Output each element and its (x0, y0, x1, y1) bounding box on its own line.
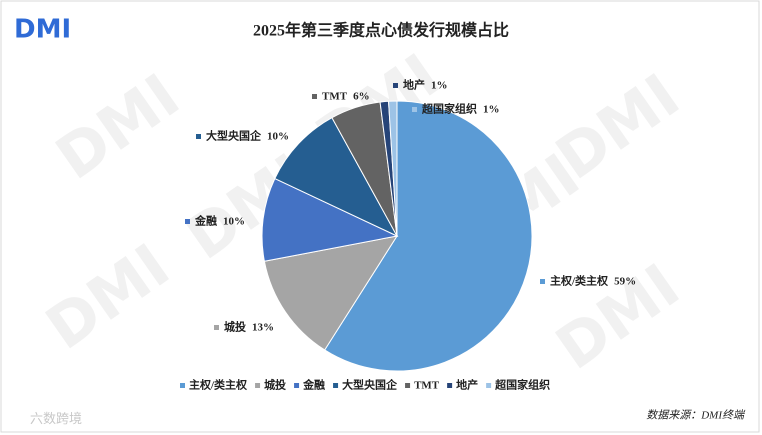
data-label-name: 主权/类主权 (550, 274, 609, 288)
data-label: 10% (267, 131, 289, 143)
legend-label: 大型央国企 (342, 378, 398, 392)
legend-swatch (255, 383, 261, 388)
legend-swatch (294, 383, 300, 388)
data-label-name: TMT (322, 91, 348, 103)
legend-swatch (333, 383, 339, 388)
pie-slice (323, 100, 533, 372)
label-marker (393, 83, 398, 88)
data-label: 10% (223, 216, 245, 228)
pie-slice (263, 235, 399, 351)
legend: 主权/类主权 城投 金融 大型央国企 TMT 地产 超国家组织 (180, 378, 550, 392)
label-marker (185, 219, 190, 224)
data-label-name: 金融 (194, 214, 217, 228)
legend-label: TMT (414, 380, 440, 392)
legend-swatch (405, 383, 411, 388)
brand-watermark: 六数跨境 (30, 411, 82, 426)
legend-swatch (447, 383, 453, 388)
legend-label: 超国家组织 (494, 378, 550, 392)
data-labels: 主权/类主权 59% 城投 13% 金融 10% 大型央国企 10% TMT 6% 地产 1% 超国家组… (185, 78, 636, 334)
data-label: 59% (614, 276, 636, 288)
data-label: 13% (252, 322, 274, 334)
label-marker (196, 134, 201, 139)
legend-label: 城投 (264, 378, 286, 392)
data-label: 1% (483, 104, 500, 116)
legend-label: 金融 (302, 378, 325, 392)
legend-label: 主权/类主权 (189, 378, 248, 392)
label-marker (312, 94, 317, 99)
data-label-name: 城投 (224, 320, 246, 334)
label-marker (540, 279, 545, 284)
legend-label: 地产 (456, 378, 478, 392)
data-label-name: 超国家组织 (421, 102, 477, 116)
data-label-name: 地产 (403, 78, 425, 92)
pie (261, 100, 533, 372)
legend-swatch (486, 383, 492, 388)
source-note: 数据来源：DMI终端 (646, 409, 746, 422)
pie-slice (274, 117, 399, 238)
label-marker (412, 107, 417, 112)
data-label: 1% (431, 80, 448, 92)
data-label: 6% (353, 91, 370, 103)
logo: DMI (14, 15, 71, 45)
chart-title: 2025年第三季度点心债发行规模占比 (253, 21, 509, 40)
data-label-name: 大型央国企 (206, 129, 262, 143)
label-marker (214, 325, 219, 330)
pie-slice (261, 177, 399, 262)
legend-swatch (180, 383, 185, 388)
pie-slice (387, 100, 398, 237)
